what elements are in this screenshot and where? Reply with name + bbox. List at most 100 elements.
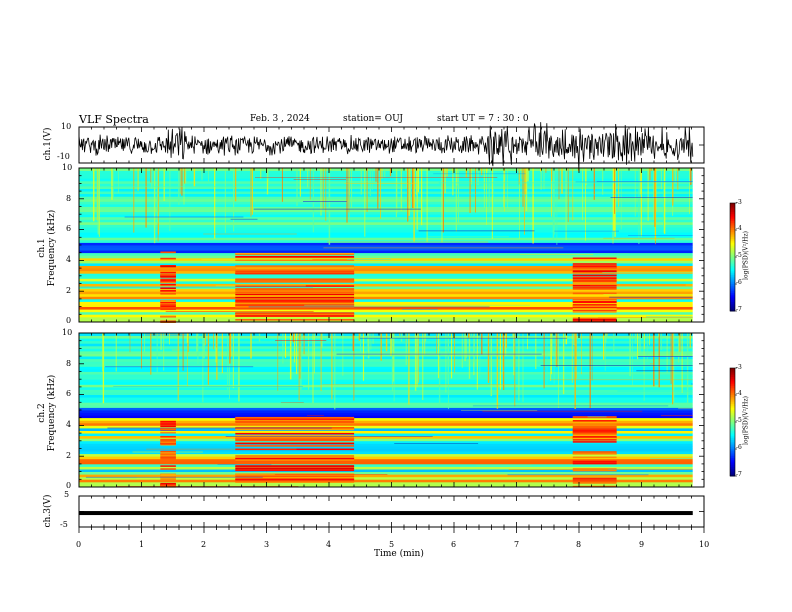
colorbar-ch1-segment <box>730 294 735 298</box>
colorbar-ch2-segment <box>730 425 735 428</box>
ch1-burst-band <box>160 304 176 306</box>
colorbar-ch1-segment <box>730 217 735 220</box>
cb1-tick-m5: -5 <box>736 252 742 259</box>
colorbar-ch2-segment <box>730 441 735 445</box>
ch1-freq-band <box>79 288 693 292</box>
ch3-waveform-trace <box>79 511 693 516</box>
colorbar-ch2-segment <box>730 380 735 383</box>
ch1-freq-band <box>79 209 693 213</box>
ch2-burst-band <box>572 437 617 439</box>
colorbar-ch1-segment <box>730 269 735 272</box>
colorbar-ch2-segment <box>730 382 735 385</box>
ch2-burst-band <box>572 451 617 453</box>
ch1-spectrogram-ylabel: ch.1 Frequency (kHz) <box>37 193 57 303</box>
colorbar-ch1-segment <box>730 251 735 254</box>
ch1-burst-band <box>572 311 617 313</box>
ch1-burst-band <box>572 309 617 312</box>
ch2-burst-band <box>160 450 176 453</box>
ch3-ytick-top: 5 <box>64 490 70 499</box>
ch1-burst-band <box>235 312 355 315</box>
ch2-burst-band <box>235 420 355 422</box>
ch1-burst-band <box>572 307 617 310</box>
ch1-freq-band <box>79 247 693 251</box>
ch2-freq-band <box>79 471 693 475</box>
colorbar-ch1-segment <box>730 296 735 299</box>
ch1-burst-band <box>572 271 617 273</box>
colorbar-ch2-segment <box>730 389 735 392</box>
ch1-freq-band <box>79 178 693 182</box>
ch3-waveform-ylabel: ch.3(V) <box>43 494 53 528</box>
colorbar-ch1-segment <box>730 293 735 296</box>
ch2-spectrogram-ylabel-line2: Frequency (kHz) <box>47 374 57 452</box>
colorbar-ch1-segment <box>730 309 735 312</box>
ch2-burst-band <box>160 435 176 438</box>
colorbar-ch2-segment <box>730 445 735 448</box>
colorbar-ch2-segment <box>730 436 735 439</box>
ch2-freq-band <box>79 386 693 390</box>
ch1-waveform-trace <box>78 122 694 171</box>
colorbar-ch2-segment <box>730 405 735 409</box>
ch1-burst-band <box>572 317 617 320</box>
colorbar-ch2-segment <box>730 411 735 414</box>
ch2-burst-band <box>235 467 355 470</box>
ch2-burst-band <box>572 461 617 464</box>
ch2-burst-band <box>160 453 176 456</box>
cb2-tick-m4: -4 <box>736 390 742 397</box>
colorbar-ch2-segment <box>730 447 735 450</box>
ch2-burst-band <box>160 482 176 485</box>
ch1-burst-band <box>235 289 355 291</box>
ch2-burst-band <box>572 434 617 436</box>
ch2-freq-tick-6: 6 <box>66 389 72 398</box>
ch2-freq-band <box>79 410 693 413</box>
colorbar-ch1-segment <box>730 203 735 206</box>
ch2-freq-band <box>79 366 693 370</box>
ch1-burst-band <box>235 301 355 304</box>
colorbar-ch1-segment <box>730 266 735 269</box>
ch1-burst-band <box>572 257 617 260</box>
ch1-burst-band <box>160 302 176 304</box>
colorbar-ch1-segment <box>730 224 735 227</box>
ch1-burst-band <box>235 300 355 302</box>
colorbar-ch1-segment <box>730 285 735 289</box>
ch2-burst-band <box>572 420 617 422</box>
ch1-burst-band <box>235 319 355 321</box>
ch2-freq-band <box>79 430 693 434</box>
colorbar-ch1-segment <box>730 264 735 267</box>
ch1-burst-band <box>572 274 617 277</box>
ch2-freq-band <box>79 484 693 488</box>
ch1-freq-band <box>79 168 693 171</box>
cb2-tick-m7: -7 <box>736 471 742 478</box>
ch2-freq-tick-2: 2 <box>66 451 72 460</box>
ch1-freq-band <box>79 314 693 318</box>
ch1-freq-band <box>79 275 693 279</box>
colorbar-ch2-segment <box>730 418 735 421</box>
colorbar-ch2-segment <box>730 452 735 455</box>
ch1-freq-band <box>79 265 693 269</box>
colorbar-ch1-segment <box>730 307 735 310</box>
ch2-burst-band <box>572 452 617 455</box>
colorbar-ch2-segment <box>730 456 735 459</box>
ch2-burst-band <box>572 439 617 441</box>
colorbar-ch2-segment <box>730 373 735 376</box>
station-label: station= OUJ <box>343 114 404 124</box>
colorbar-ch1-segment <box>730 206 735 209</box>
ch1-spectrogram-ylabel-line1: ch.1 <box>37 238 47 258</box>
ch1-freq-band <box>79 268 693 272</box>
ch1-burst-band <box>235 293 355 296</box>
ch1-freq-band <box>79 280 693 284</box>
ch2-burst-band <box>235 481 355 483</box>
xtick-4: 4 <box>326 540 332 549</box>
ch1-spectrogram-ylabel-line2: Frequency (kHz) <box>47 209 57 287</box>
ch2-freq-band <box>79 402 693 406</box>
ch1-freq-band <box>79 278 693 282</box>
ch2-freq-band <box>79 458 693 462</box>
ch2-freq-band <box>79 356 693 360</box>
ch2-burst-band <box>235 457 355 460</box>
colorbar-ch1-segment <box>730 260 735 263</box>
colorbar-ch1-segment <box>730 300 735 303</box>
colorbar-ch2-segment <box>730 409 735 412</box>
ch2-freq-band <box>79 368 693 372</box>
colorbar-ch1-segment <box>730 284 735 287</box>
ch2-burst-band <box>160 457 176 460</box>
colorbar-ch2-segment <box>730 470 735 473</box>
